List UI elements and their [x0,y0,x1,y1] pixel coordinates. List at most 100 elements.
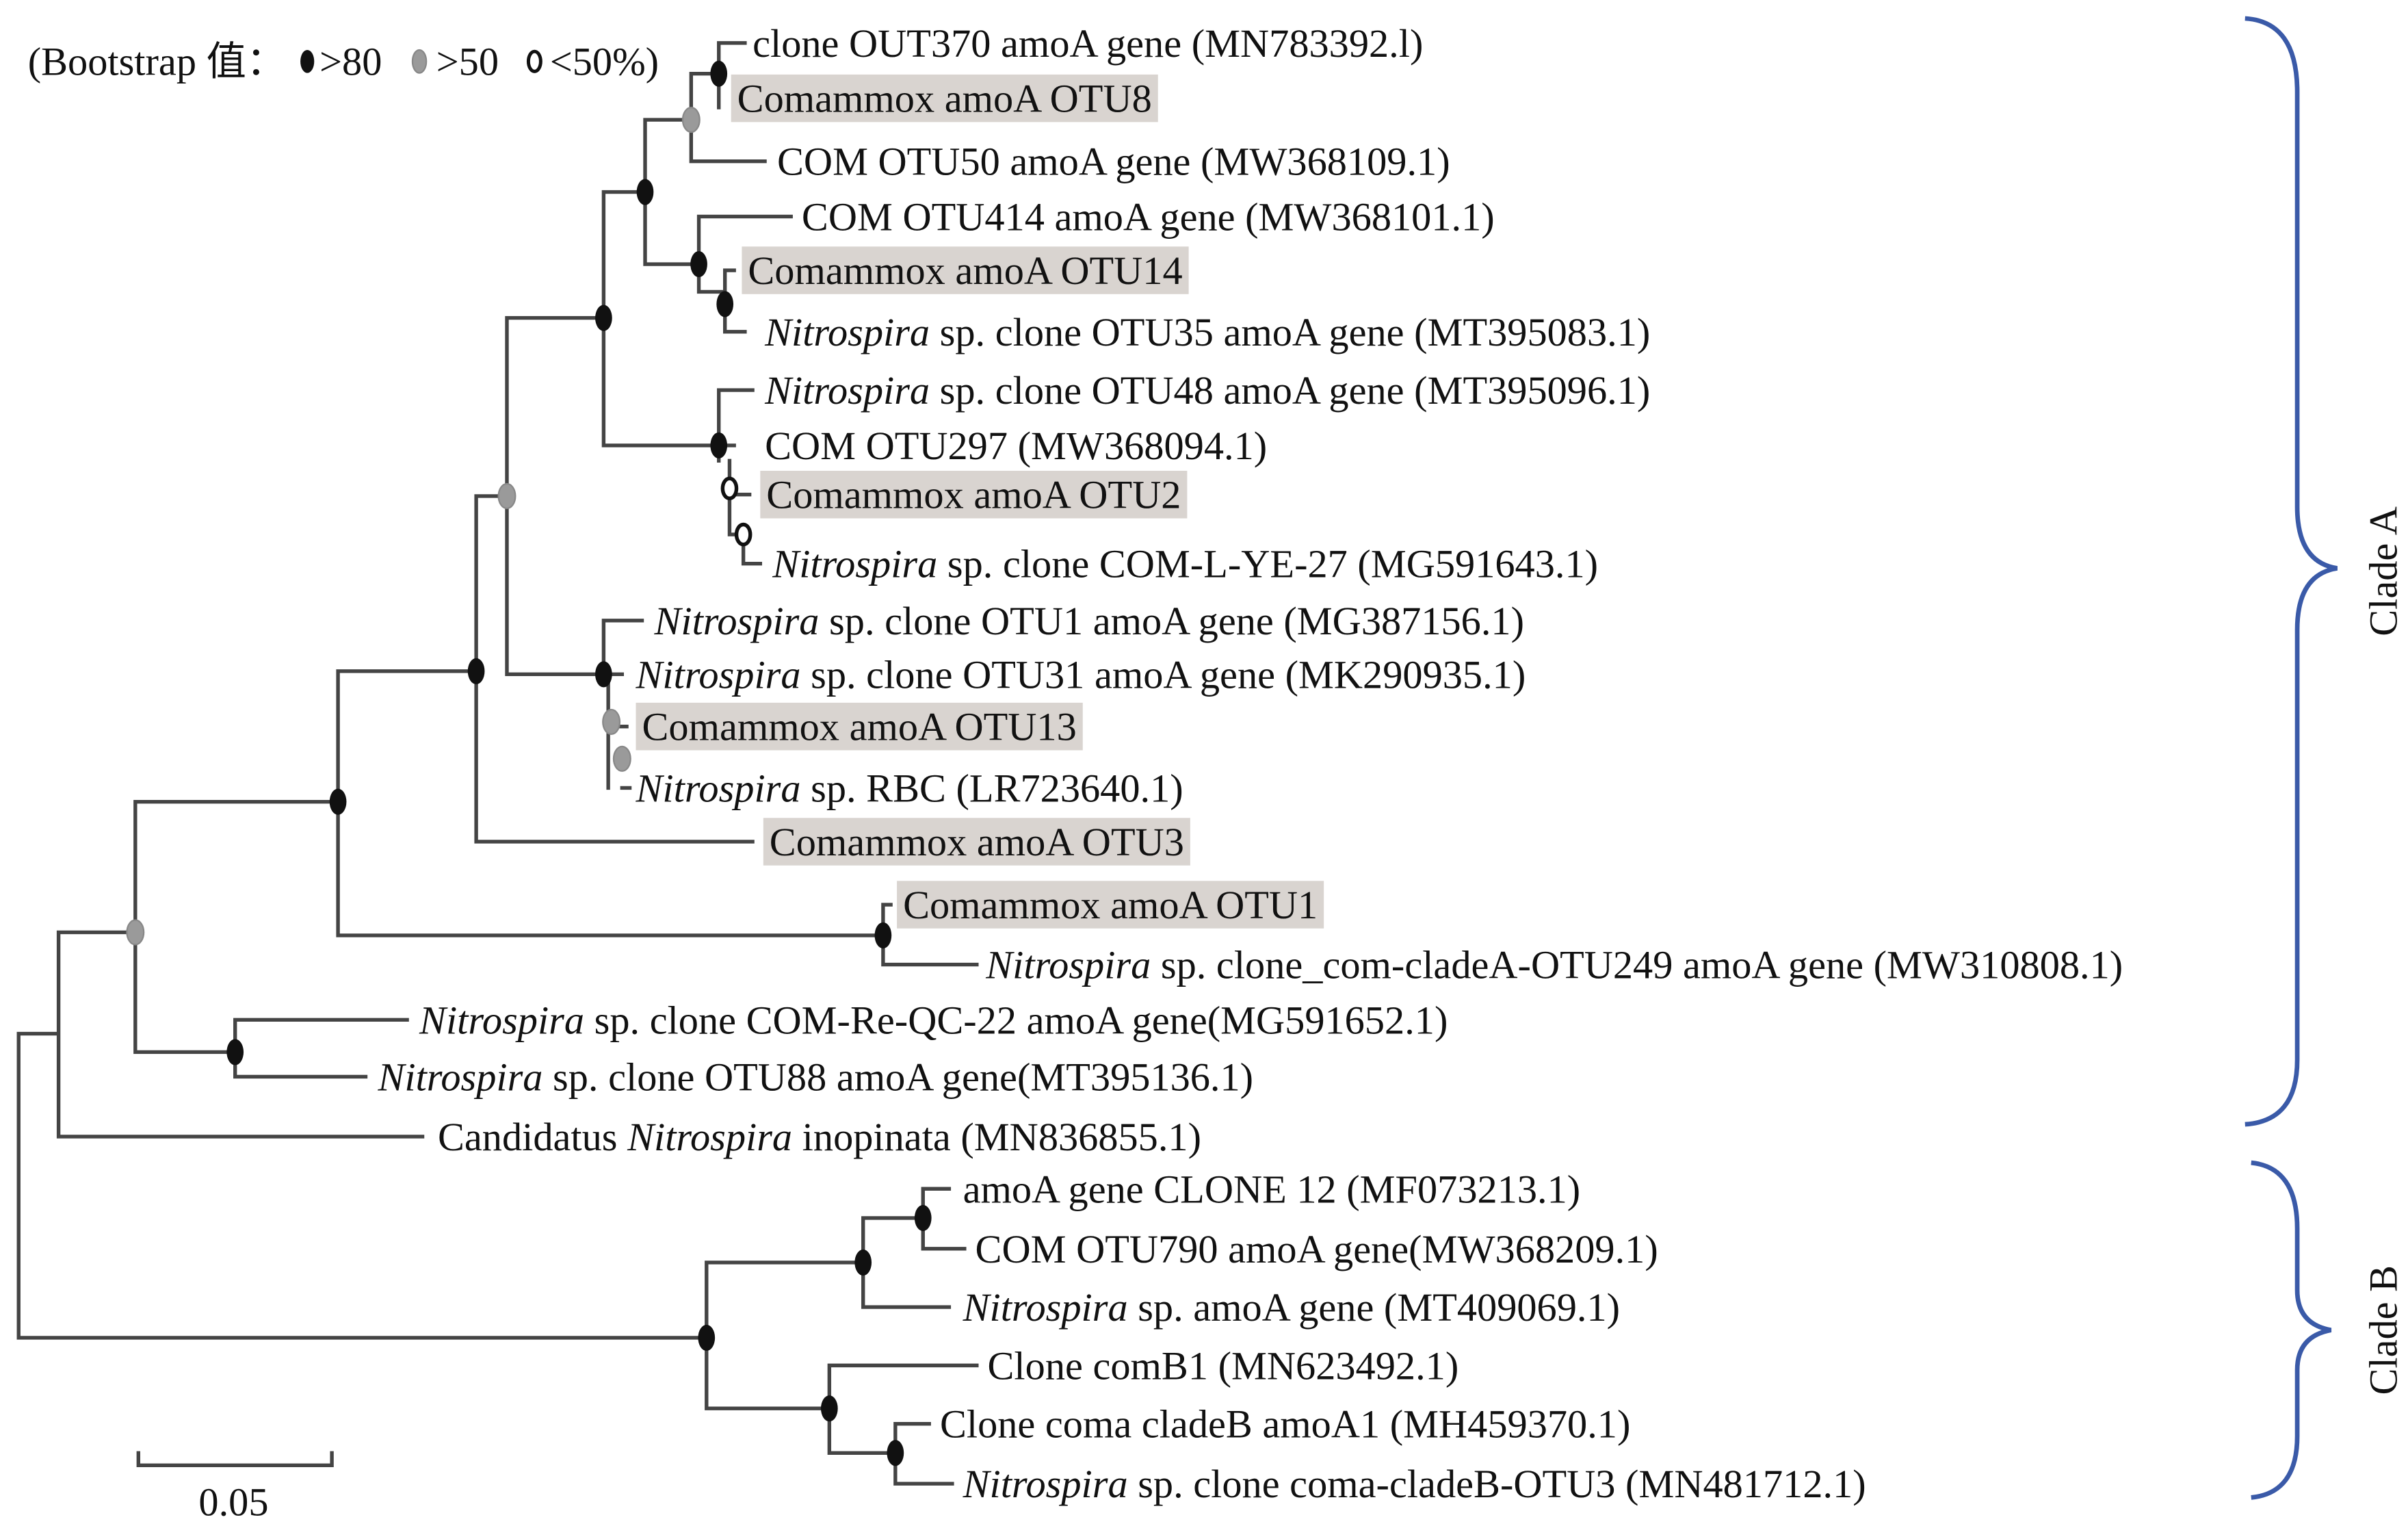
scale-bar: 0.05 [136,1451,334,1525]
leaf-highlight-box [742,246,1189,294]
bootstrap-node-mid [126,919,145,946]
bootstrap-node-high [698,1324,716,1352]
genus-name: Nitrospira [377,1055,542,1099]
leaf-label: Nitrospira sp. clone OTU1 amoA gene (MG3… [653,598,1524,643]
leaf-text: inopinata (MN836855.1) [792,1114,1201,1159]
clade-a-label: Clade A [2361,506,2405,636]
leaf-label: Candidatus Nitrospira inopinata (MN83685… [438,1114,1201,1159]
bootstrap-node-high [854,1249,872,1276]
bootstrap-node-high [716,291,734,318]
leaf-text: Comammox amoA OTU8 [737,76,1152,120]
legend: (Bootstrap 值： >80 >50 <50%) [28,39,659,83]
genus-name: Nitrospira [627,1114,792,1159]
leaf-text: Comammox amoA OTU13 [642,704,1077,749]
leaf-text: Comammox amoA OTU2 [766,472,1181,517]
genus-name: Nitrospira [772,541,937,586]
leaf-label-highlighted: Comammox amoA OTU3 [770,819,1184,864]
leaf-label: Nitrospira sp. RBC (LR723640.1) [636,766,1183,810]
leaf-text: COM OTU297 (MW368094.1) [765,423,1267,467]
leaf-label: Nitrospira sp. clone OTU48 amoA gene (MT… [764,368,1650,413]
leaf-highlight-box [897,881,1324,929]
leaf-label: Nitrospira sp. clone COM-L-YE-27 (MG5916… [772,541,1598,586]
leaf-highlight-box [760,470,1188,519]
bootstrap-node-high [226,1039,244,1065]
bootstrap-node-mid [602,708,621,735]
bootstrap-node-high [710,432,728,458]
leaf-label: Nitrospira sp. clone OTU31 amoA gene (MK… [636,652,1526,697]
leaf-label-highlighted: Comammox amoA OTU1 [903,883,1318,927]
leaf-label: Nitrospira sp. clone OTU88 amoA gene(MT3… [377,1055,1253,1099]
bootstrap-node-high [820,1395,838,1422]
bootstrap-node-high [914,1204,932,1231]
genus-name: Nitrospira [636,766,801,810]
leaf-label: COM OTU790 amoA gene(MW368209.1) [976,1226,1658,1271]
leaf-label-highlighted: Comammox amoA OTU14 [748,248,1182,293]
leaf-text: sp. amoA gene (MT409069.1) [1128,1285,1620,1330]
legend-gray-node-icon [411,49,428,74]
leaf-text: sp. clone OTU35 amoA gene (MT395083.1) [930,309,1650,354]
bootstrap-node-high [595,661,612,688]
leaf-label-highlighted: Comammox amoA OTU2 [766,472,1181,517]
leaf-text: COM OTU790 amoA gene(MW368209.1) [976,1226,1658,1271]
leaf-text: sp. clone_com-cladeA-OTU249 amoA gene (M… [1151,942,2123,987]
leaf-text: sp. clone COM-L-YE-27 (MG591643.1) [937,541,1598,586]
leaf-text: sp. clone OTU88 amoA gene(MT395136.1) [542,1055,1253,1099]
leaf-label: Nitrospira sp. clone coma-cladeB-OTU3 (M… [963,1462,1866,1506]
bootstrap-node-mid [612,745,631,772]
leaf-text: sp. clone OTU1 amoA gene (MG387156.1) [819,598,1524,643]
bootstrap-node-high [887,1440,904,1466]
legend-prefix: (Bootstrap 值： [28,39,287,83]
leaf-label: Nitrospira sp. clone_com-cladeA-OTU249 a… [985,942,2123,987]
scale-bar-line [136,1451,334,1467]
legend-label-low: <50%) [550,39,659,83]
leaf-label: COM OTU297 (MW368094.1) [765,423,1267,467]
bootstrap-node-mid [497,482,516,510]
bootstrap-node-high [595,305,612,331]
legend-label-mid: >50 [436,39,499,83]
bootstrap-node-low [734,522,752,547]
clade-b-brace [2251,1160,2332,1500]
scale-bar-label: 0.05 [198,1480,268,1525]
leaf-highlight-box [731,74,1158,122]
leaf-text: Clone comB1 (MN623492.1) [988,1343,1459,1388]
highlight-layer [636,74,1324,929]
leaf-text: clone OUT370 amoA gene (MN783392.l) [752,21,1423,65]
leaf-label: Clone comB1 (MN623492.1) [988,1343,1459,1388]
legend-label-high: >80 [319,39,382,83]
leaf-text: Comammox amoA OTU14 [748,248,1182,293]
leaf-label: amoA gene CLONE 12 (MF073213.1) [963,1167,1581,1211]
leaf-text: sp. clone OTU48 amoA gene (MT395096.1) [930,368,1650,413]
leaf-highlight-box [636,702,1083,751]
bootstrap-node-layer [126,60,932,1466]
leaf-text: amoA gene CLONE 12 (MF073213.1) [963,1167,1581,1211]
genus-name: Nitrospira [419,998,584,1042]
genus-name: Nitrospira [636,652,801,697]
leaf-text: Clone coma cladeB amoA1 (MH459370.1) [940,1401,1630,1446]
genus-name: Nitrospira [963,1285,1128,1330]
leaf-text: sp. clone COM-Re-QC-22 amoA gene(MG59165… [584,998,1448,1042]
leaf-label: clone OUT370 amoA gene (MN783392.l) [752,21,1423,65]
leaf-text: Candidatus [438,1114,627,1159]
leaf-highlight-box [763,818,1190,866]
bootstrap-node-high [710,60,728,87]
genus-name: Nitrospira [764,368,930,413]
leaf-label: Nitrospira sp. amoA gene (MT409069.1) [963,1285,1620,1330]
leaf-text: sp. clone coma-cladeB-OTU3 (MN481712.1) [1128,1462,1866,1506]
bootstrap-node-high [329,788,347,815]
genus-name: Nitrospira [963,1462,1128,1506]
leaf-text: Comammox amoA OTU3 [770,819,1184,864]
genus-name: Nitrospira [764,309,930,354]
leaf-label: Nitrospira sp. clone OTU35 amoA gene (MT… [764,309,1650,354]
leaf-label: Clone coma cladeB amoA1 (MH459370.1) [940,1401,1630,1446]
leaf-text: sp. RBC (LR723640.1) [801,766,1183,810]
bootstrap-node-high [874,922,892,948]
leaf-label-layer: clone OUT370 amoA gene (MN783392.l) Comam… [377,21,2123,1505]
legend-open-node-icon [526,49,542,73]
leaf-label-highlighted: Comammox amoA OTU13 [642,704,1077,749]
genus-name: Nitrospira [653,598,819,643]
clade-b-label: Clade B [2361,1265,2405,1395]
bootstrap-node-high [467,658,485,684]
legend-black-node-icon [300,49,315,73]
leaf-text: sp. clone OTU31 amoA gene (MK290935.1) [801,652,1526,697]
